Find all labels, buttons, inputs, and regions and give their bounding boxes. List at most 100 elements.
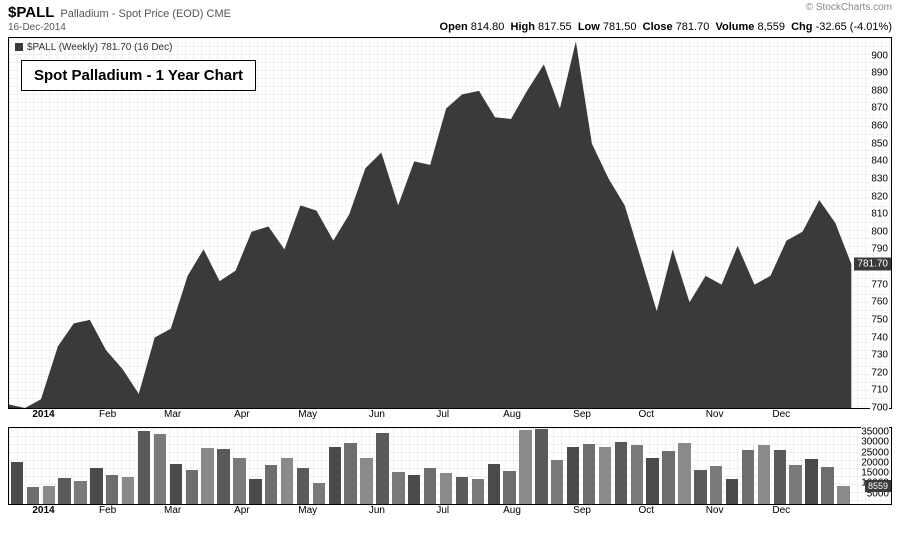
volume-bar [821,467,833,504]
volume-bar [281,458,293,504]
volume-bar [440,473,452,504]
volume-bar [265,465,277,504]
volume-y-tick: 30000 [861,437,889,448]
volume-y-tick: 15000 [861,468,889,479]
volume-bar [106,475,118,504]
volume-bar [456,477,468,504]
volume-bar [392,472,404,504]
close-price-flag: 781.70 [854,258,891,271]
x-tick-label: Nov [706,505,724,516]
price-area-plot [9,38,891,408]
volume-bar [201,448,213,504]
x-tick-label: Dec [772,409,790,420]
x-tick-label: Apr [234,409,250,420]
volume-bar [837,486,849,504]
volume-bar [74,481,86,504]
x-tick-label: Nov [706,409,724,420]
y-tick-label: 840 [870,156,889,167]
x-tick-label: 2014 [32,505,54,516]
y-tick-label: 830 [870,173,889,184]
volume-bar [90,468,102,504]
x-tick-label: May [298,409,317,420]
y-tick-label: 870 [870,103,889,114]
volume-x-axis: 2014FebMarAprMayJunJulAugSepOctNovDec [8,505,892,521]
volume-bar [662,451,674,504]
chart-date: 16-Dec-2014 [8,22,231,33]
price-x-axis: 2014FebMarAprMayJunJulAugSepOctNovDec [8,409,892,425]
ticker-symbol: $PALL [8,4,54,21]
volume-bar [43,486,55,504]
volume-bar [789,465,801,504]
volume-bar [503,471,515,504]
y-tick-label: 810 [870,209,889,220]
volume-bar [424,468,436,504]
volume-bar [742,450,754,504]
x-tick-label: Feb [99,409,116,420]
y-tick-label: 720 [870,367,889,378]
volume-bar [488,464,500,504]
volume-bar [297,468,309,504]
y-tick-label: 800 [870,226,889,237]
x-tick-label: Mar [164,505,181,516]
volume-bar [344,443,356,504]
volume-bar [519,430,531,504]
volume-flag: 8559 [865,480,891,492]
volume-y-tick: 25000 [861,447,889,458]
volume-y-tick: 20000 [861,457,889,468]
volume-bar [154,434,166,504]
x-tick-label: Dec [772,505,790,516]
volume-bar [329,447,341,505]
volume-bar [186,470,198,504]
price-chart: $PALL (Weekly) 781.70 (16 Dec) Spot Pall… [8,37,892,409]
price-y-axis: 7007107207307407507607707807908008108208… [855,38,891,408]
volume-bar [472,479,484,504]
volume-bar [360,458,372,504]
y-tick-label: 900 [870,50,889,61]
x-tick-label: Mar [164,409,181,420]
x-tick-label: Feb [99,505,116,516]
y-tick-label: 790 [870,244,889,255]
x-tick-label: Oct [638,505,654,516]
volume-y-tick: 35000 [861,427,889,438]
x-tick-label: Jul [436,409,449,420]
x-tick-label: Aug [503,409,521,420]
volume-bar [615,442,627,504]
volume-bar [249,479,261,504]
x-tick-label: Sep [573,409,591,420]
y-tick-label: 820 [870,191,889,202]
volume-bar [376,433,388,504]
volume-bar [122,477,134,504]
y-tick-label: 880 [870,85,889,96]
x-tick-label: Oct [638,409,654,420]
x-tick-label: Jun [369,409,385,420]
volume-bar [58,478,70,504]
x-tick-label: Apr [234,505,250,516]
volume-bar [631,445,643,504]
chart-header: $PALL Palladium - Spot Price (EOD) CME 1… [0,0,900,35]
y-tick-label: 760 [870,297,889,308]
volume-bar [551,460,563,504]
x-tick-label: May [298,505,317,516]
y-tick-label: 890 [870,68,889,79]
x-tick-label: Aug [503,505,521,516]
chart-subtitle: $PALL (Weekly) 781.70 (16 Dec) [15,42,172,53]
volume-bar [599,447,611,505]
y-tick-label: 770 [870,279,889,290]
volume-bar [758,445,770,504]
volume-bar [646,458,658,504]
volume-bar [170,464,182,504]
y-tick-label: 740 [870,332,889,343]
y-tick-label: 710 [870,385,889,396]
x-tick-label: Jul [436,505,449,516]
volume-bar [535,429,547,504]
y-tick-label: 860 [870,121,889,132]
volume-bar [710,466,722,504]
chart-title-box: Spot Palladium - 1 Year Chart [21,60,256,91]
volume-bar [583,444,595,504]
volume-bar [233,458,245,504]
volume-bar [27,487,39,504]
volume-bars [9,428,891,504]
volume-bar [11,462,23,504]
volume-bar [567,447,579,505]
x-tick-label: Jun [369,505,385,516]
